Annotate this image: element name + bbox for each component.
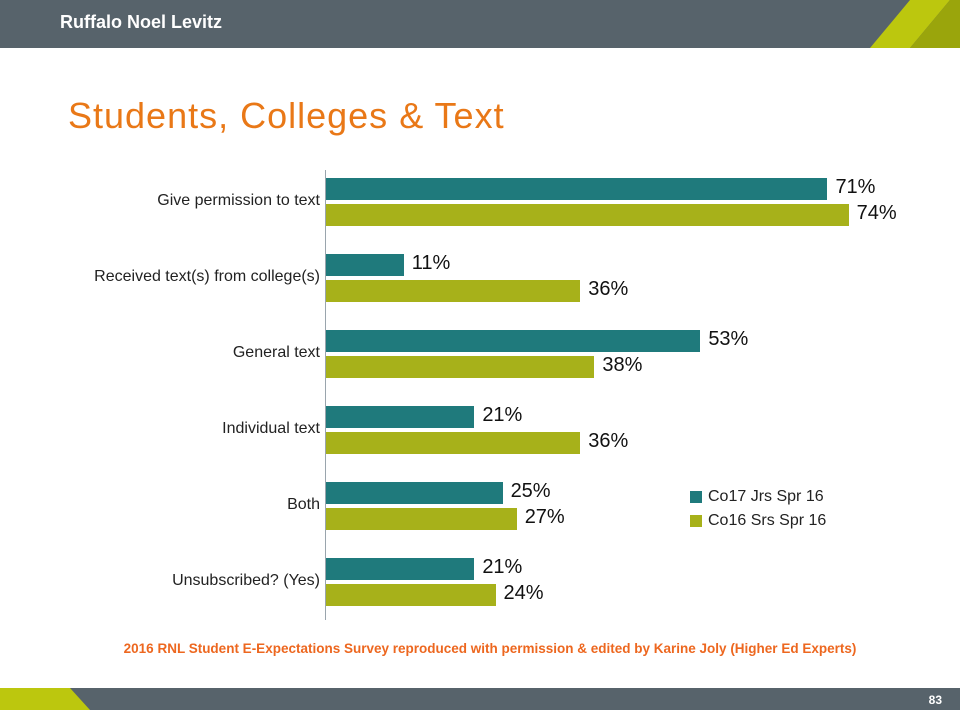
chart-plot: 71% 74% 11% 36% 53% 38% 21% 36% 25% 27% 21% 24%: [325, 170, 895, 620]
legend-item: Co16 Srs Spr 16: [690, 512, 826, 530]
bar: [326, 254, 404, 276]
chart: 71% 74% 11% 36% 53% 38% 21% 36% 25% 27% 21% 24% Co1…: [60, 170, 900, 630]
legend-swatch: [690, 515, 702, 527]
category-label: Received text(s) from college(s): [70, 268, 320, 286]
bar-value: 71%: [835, 176, 875, 199]
accent-top: [840, 0, 960, 48]
bar-value: 24%: [504, 582, 544, 605]
category-label: Individual text: [70, 420, 320, 438]
bar-value: 53%: [708, 328, 748, 351]
bar-value: 27%: [525, 506, 565, 529]
category-label: Both: [70, 496, 320, 514]
slide: Ruffalo Noel Levitz Students, Colleges &…: [0, 0, 960, 720]
legend-label: Co17 Jrs Spr 16: [708, 488, 824, 506]
slide-title: Students, Colleges & Text: [68, 95, 505, 137]
bar: [326, 280, 580, 302]
accent-bottom: [0, 688, 90, 710]
bar: [326, 204, 849, 226]
category-label: General text: [70, 344, 320, 362]
bar: [326, 432, 580, 454]
legend-label: Co16 Srs Spr 16: [708, 512, 826, 530]
bar: [326, 482, 503, 504]
bottombar: [0, 688, 960, 710]
legend-swatch: [690, 491, 702, 503]
bar: [326, 330, 700, 352]
chart-legend: Co17 Jrs Spr 16 Co16 Srs Spr 16: [690, 488, 826, 536]
category-label: Unsubscribed? (Yes): [70, 572, 320, 590]
bar-value: 38%: [602, 354, 642, 377]
bar-value: 74%: [857, 202, 897, 225]
bar: [326, 558, 474, 580]
bar-value: 25%: [511, 480, 551, 503]
bar: [326, 508, 517, 530]
bar-value: 11%: [412, 252, 451, 275]
page-number: 83: [929, 693, 942, 707]
bar: [326, 406, 474, 428]
bar: [326, 356, 594, 378]
bar: [326, 584, 496, 606]
bar-value: 36%: [588, 278, 628, 301]
category-label: Give permission to text: [70, 192, 320, 210]
bar: [326, 178, 827, 200]
attribution-text: 2016 RNL Student E-Expectations Survey r…: [60, 641, 920, 656]
brand-text: Ruffalo Noel Levitz: [60, 12, 222, 33]
bar-value: 36%: [588, 430, 628, 453]
legend-item: Co17 Jrs Spr 16: [690, 488, 826, 506]
bar-value: 21%: [482, 404, 522, 427]
bar-value: 21%: [482, 556, 522, 579]
